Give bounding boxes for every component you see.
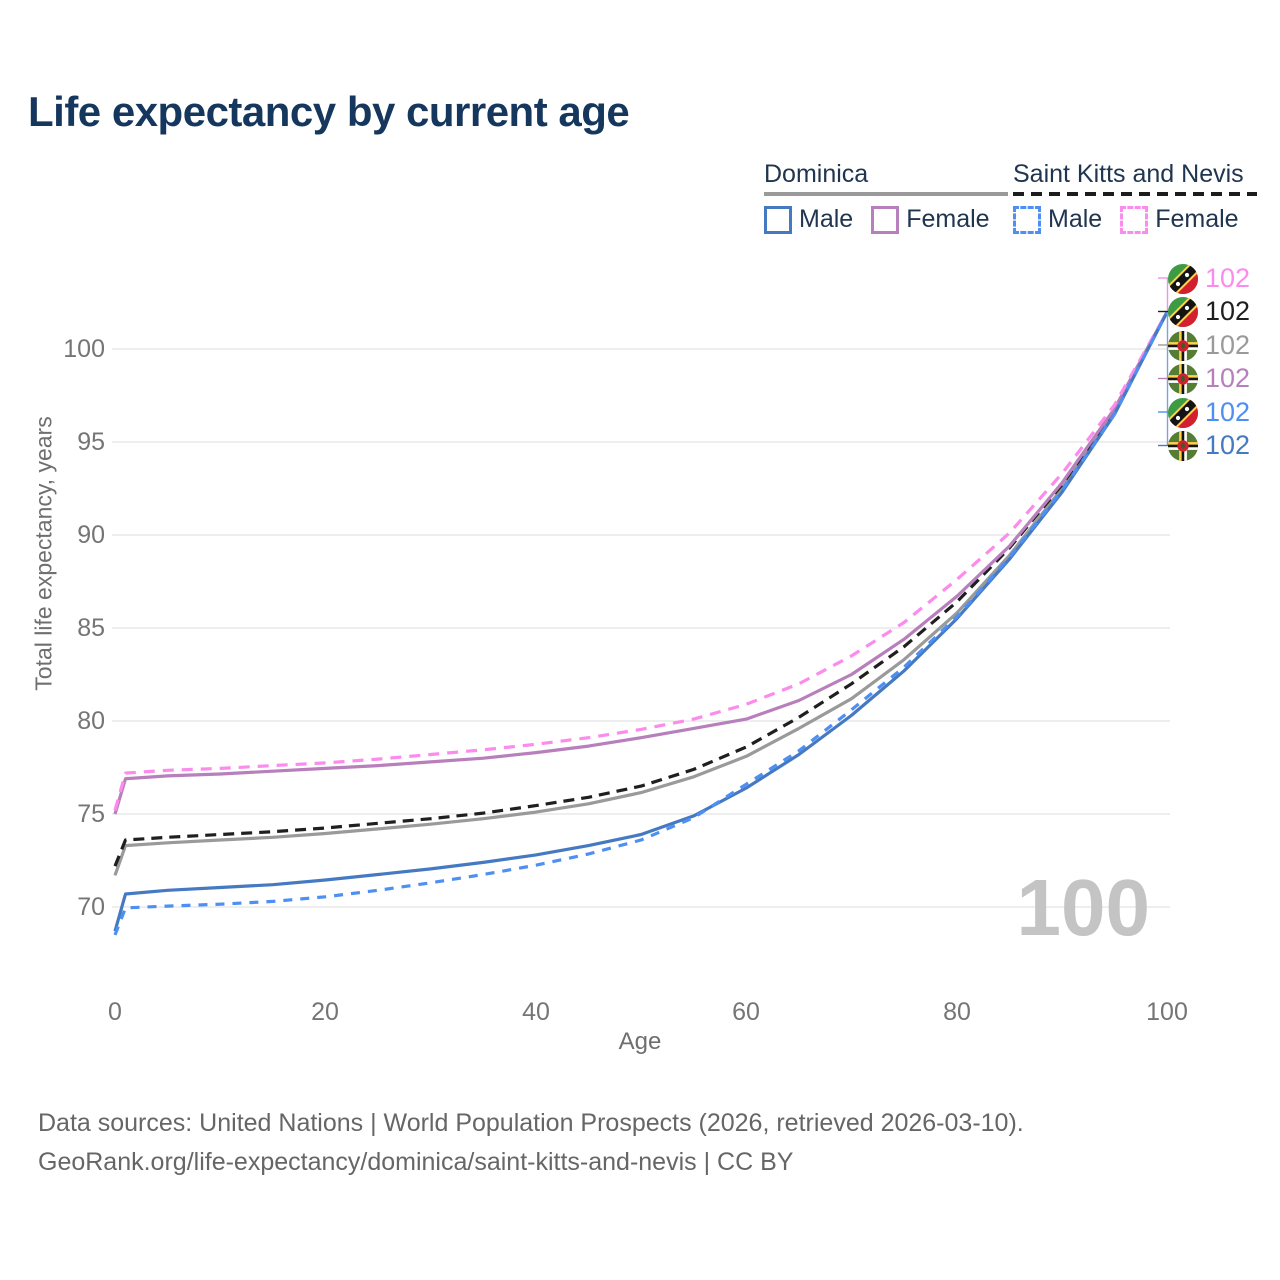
flag-saint-kitts-and-nevis-icon [1168, 397, 1198, 428]
line-dominica-total[interactable] [113, 311, 1169, 876]
end-label-connectors [1158, 277, 1169, 447]
legend-underline-solid [764, 192, 1008, 196]
x-tick-0: 0 [108, 998, 122, 1026]
end-label-row-skn-total: 102 [1168, 295, 1250, 328]
line-saint-kitts-and-nevis-female[interactable] [113, 311, 1169, 811]
y-tick-100: 100 [63, 335, 105, 363]
line-dominica-male[interactable] [113, 311, 1169, 932]
x-tick-40: 40 [522, 998, 550, 1026]
y-axis-title: Total life expectancy, years [30, 416, 57, 691]
data-source-line: Data sources: United Nations | World Pop… [38, 1109, 1024, 1137]
end-label-row-dominica-male: 102 [1168, 429, 1250, 462]
legend-group-title-dominica[interactable]: Dominica [764, 160, 869, 188]
data-source-footer: Data sources: United Nations | World Pop… [38, 1104, 1024, 1182]
end-label-row-dominica-female: 102 [1168, 362, 1250, 395]
data-source-link-line[interactable]: GeoRank.org/life-expectancy/dominica/sai… [38, 1148, 794, 1176]
legend-group-saint-kitts-and-nevis: Saint Kitts and Nevis Male Female [1013, 160, 1257, 234]
end-value-dominica-female: 102 [1205, 363, 1251, 393]
line-saint-kitts-and-nevis-male[interactable] [113, 311, 1169, 936]
end-value-skn-male: 102 [1205, 397, 1251, 427]
x-tick-80: 80 [943, 998, 971, 1026]
y-tick-95: 95 [77, 428, 105, 456]
legend-underline-dashed [1013, 192, 1257, 196]
legend-label-skn-female[interactable]: Female [1155, 205, 1239, 233]
legend-label-dominica-female[interactable]: Female [906, 205, 990, 233]
gridlines [112, 348, 1170, 908]
flag-saint-kitts-and-nevis-icon [1168, 263, 1198, 294]
flag-dominica-icon [1168, 330, 1198, 361]
legend-label-dominica-male[interactable]: Male [799, 205, 854, 233]
end-value-skn-female: 102 [1205, 263, 1251, 293]
end-value-skn-total: 102 [1205, 296, 1251, 326]
end-value-dominica-male: 102 [1205, 430, 1251, 460]
line-saint-kitts-and-nevis-total[interactable] [113, 311, 1169, 867]
y-tick-90: 90 [77, 521, 105, 549]
x-tick-60: 60 [732, 998, 760, 1026]
legend-group-title-saint-kitts-and-nevis[interactable]: Saint Kitts and Nevis [1013, 160, 1244, 188]
flag-saint-kitts-and-nevis-icon [1168, 296, 1198, 327]
line-dominica-female[interactable] [113, 311, 1169, 815]
y-tick-75: 75 [77, 800, 105, 828]
end-label-row-dominica-total: 102 [1168, 329, 1250, 362]
current-age-watermark: 100 [1016, 863, 1150, 952]
y-tick-70: 70 [77, 893, 105, 921]
flag-dominica-icon [1168, 363, 1198, 394]
legend-swatch-dominica-female[interactable] [871, 205, 900, 234]
legend-swatch-skn-female[interactable] [1120, 205, 1149, 234]
end-label-row-skn-male: 102 [1168, 396, 1250, 429]
series-lines [113, 311, 1169, 936]
y-tick-80: 80 [77, 707, 105, 735]
y-tick-85: 85 [77, 614, 105, 642]
x-tick-100: 100 [1146, 998, 1188, 1026]
legend-label-skn-male[interactable]: Male [1048, 205, 1103, 233]
x-axis-title: Age [618, 1028, 662, 1055]
legend-swatch-skn-male[interactable] [1013, 205, 1041, 234]
end-label-row-skn-female: 102 [1168, 262, 1250, 295]
legend-swatch-dominica-male[interactable] [764, 205, 792, 234]
flag-dominica-icon [1168, 430, 1198, 461]
page-title: Life expectancy by current age [28, 88, 630, 135]
legend-group-dominica: Dominica Male Female [764, 160, 1008, 234]
x-tick-20: 20 [311, 998, 339, 1026]
end-value-dominica-total: 102 [1205, 330, 1251, 360]
